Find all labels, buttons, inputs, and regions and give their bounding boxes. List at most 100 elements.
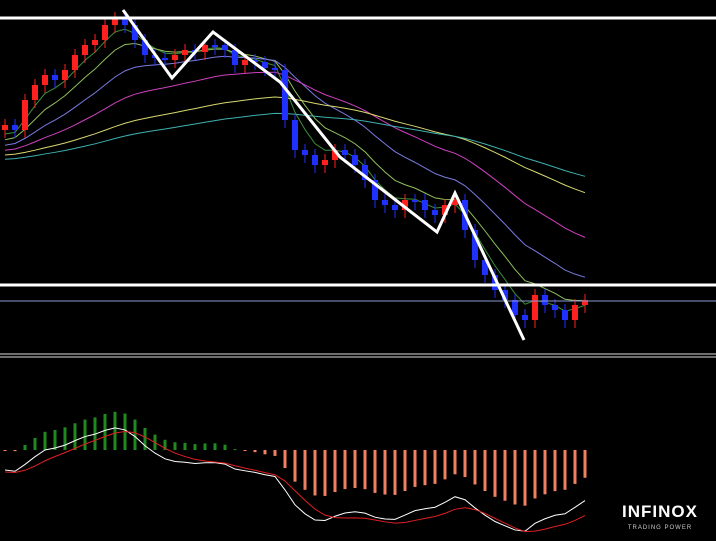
- candle-body: [502, 290, 508, 300]
- candle-body: [512, 300, 518, 315]
- candle-body: [452, 200, 458, 205]
- histogram-bar: [393, 450, 397, 495]
- candle-body: [32, 85, 38, 100]
- candle-body: [522, 315, 528, 320]
- histogram-bar: [353, 450, 357, 488]
- histogram-bar: [143, 427, 147, 450]
- histogram-bar: [13, 450, 17, 452]
- histogram-bar: [43, 431, 47, 450]
- candle-body: [372, 180, 378, 200]
- histogram-bar: [483, 450, 487, 492]
- candle-body: [292, 120, 298, 150]
- histogram-bar: [363, 450, 367, 490]
- histogram-bar: [53, 429, 57, 450]
- candle-body: [42, 75, 48, 85]
- candle-body: [102, 25, 108, 40]
- histogram-bar: [323, 450, 327, 496]
- histogram-bar: [233, 449, 237, 451]
- candle-body: [392, 205, 398, 210]
- histogram-bar: [193, 444, 197, 450]
- histogram-bar: [473, 450, 477, 485]
- histogram-bar: [463, 450, 467, 478]
- candle-body: [232, 50, 238, 65]
- histogram-bar: [583, 450, 587, 478]
- candle-body: [582, 300, 588, 305]
- candle-body: [402, 200, 408, 210]
- histogram-bar: [293, 450, 297, 482]
- candle-body: [222, 45, 228, 50]
- candle-body: [432, 210, 438, 215]
- candle-body: [412, 200, 418, 202]
- histogram-bar: [333, 450, 337, 493]
- moving-average: [4, 71, 586, 238]
- candle-body: [332, 150, 338, 160]
- histogram-bar: [183, 442, 187, 450]
- candle-body: [482, 260, 488, 275]
- histogram-bar: [303, 450, 307, 490]
- histogram-bar: [253, 450, 257, 453]
- histogram-bar: [493, 450, 497, 497]
- histogram-bar: [563, 450, 567, 490]
- histogram-bar: [23, 444, 27, 450]
- candle-body: [112, 18, 118, 25]
- candle-body: [362, 165, 368, 180]
- histogram-bar: [553, 450, 557, 492]
- histogram-bar: [213, 443, 217, 450]
- moving-average: [4, 55, 586, 278]
- histogram-bar: [103, 413, 107, 450]
- histogram-bar: [33, 437, 37, 450]
- candle-body: [272, 68, 278, 70]
- histogram-bar: [63, 427, 67, 450]
- histogram-bar: [453, 450, 457, 475]
- histogram-bar: [513, 450, 517, 505]
- histogram-bar: [423, 450, 427, 486]
- candle-body: [302, 150, 308, 155]
- candle-body: [492, 275, 498, 290]
- candle-body: [352, 155, 358, 165]
- candle-body: [172, 55, 178, 60]
- histogram-bar: [523, 450, 527, 506]
- macd-panel: [3, 411, 587, 533]
- histogram-bar: [273, 450, 277, 456]
- signal-line: [4, 430, 586, 533]
- histogram-bar: [433, 450, 437, 484]
- candle-body: [92, 40, 98, 45]
- candle-body: [122, 18, 128, 25]
- histogram-bar: [173, 442, 177, 450]
- candle-body: [532, 295, 538, 320]
- candle-body: [12, 125, 18, 130]
- candle-body: [572, 305, 578, 320]
- histogram-bar: [573, 450, 577, 484]
- candle-body: [252, 60, 258, 62]
- histogram-bar: [413, 450, 417, 487]
- histogram-bar: [533, 450, 537, 499]
- histogram-bar: [503, 450, 507, 501]
- histogram-bar: [73, 423, 77, 450]
- histogram-bar: [543, 450, 547, 495]
- candle-body: [542, 295, 548, 305]
- candle-body: [142, 40, 148, 55]
- histogram-bar: [203, 443, 207, 450]
- logo-name: INFINOX: [622, 502, 698, 521]
- candle-body: [322, 160, 328, 165]
- candle-body: [212, 45, 218, 47]
- candle-body: [52, 75, 58, 80]
- histogram-bar: [373, 450, 377, 493]
- histogram-bar: [113, 411, 117, 450]
- moving-average: [4, 43, 586, 302]
- histogram-bar: [343, 450, 347, 490]
- candle-body: [132, 25, 138, 40]
- zigzag-line: [121, 9, 526, 341]
- candle-body: [82, 45, 88, 55]
- macd-line: [4, 427, 586, 532]
- candle-body: [242, 60, 248, 65]
- logo-tagline: TRADING POWER: [628, 525, 692, 531]
- histogram-bar: [243, 450, 247, 451]
- candle-body: [22, 100, 28, 130]
- histogram-bar: [83, 419, 87, 450]
- candle-body: [342, 150, 348, 155]
- candle-body: [202, 45, 208, 52]
- histogram-bar: [263, 450, 267, 455]
- candle-body: [2, 125, 8, 130]
